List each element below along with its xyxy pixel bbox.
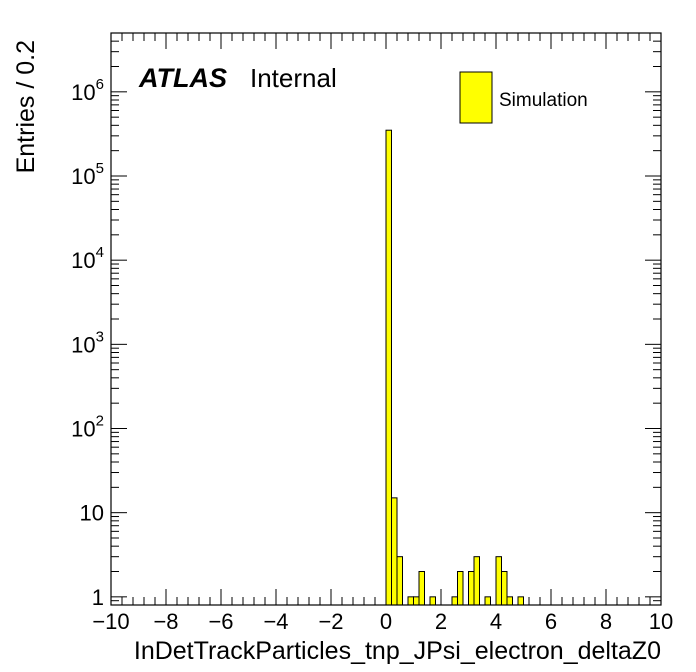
x-tick-label: −2	[318, 609, 343, 634]
histogram-bar	[418, 571, 425, 606]
histogram-bar	[429, 596, 436, 606]
y-axis-title: Entries / 0.2	[12, 40, 40, 173]
histogram-bar	[407, 596, 414, 606]
y-tick-labels: 1 10 102 103 104 105 106	[71, 76, 104, 610]
histogram-bar	[396, 556, 403, 606]
histogram-bar	[501, 571, 508, 606]
atlas-label: ATLAS	[138, 63, 227, 93]
legend-swatch	[459, 71, 493, 124]
legend: Simulation	[459, 71, 588, 124]
legend-entry-simulation: Simulation	[499, 90, 588, 111]
histogram-bar	[413, 596, 420, 606]
histogram-bar	[451, 596, 458, 606]
histogram-bar	[468, 571, 475, 606]
histogram-bar	[506, 596, 513, 606]
histogram-bar	[517, 596, 524, 606]
x-tick-label: −4	[263, 609, 288, 634]
x-axis-title: InDetTrackParticles_tnp_JPsi_electron_de…	[134, 637, 661, 665]
y-tick-label: 1	[92, 585, 104, 610]
x-tick-label: 2	[435, 609, 447, 634]
internal-label: Internal	[250, 63, 337, 93]
histogram-bar	[495, 556, 502, 606]
y-tick-label: 103	[71, 328, 104, 357]
x-tick-labels: −10 −8 −6 −4 −2 0 2 4 6 8 10	[92, 609, 673, 634]
histogram-bars	[385, 129, 524, 606]
histogram-bar	[385, 129, 392, 606]
x-tick-label: 6	[545, 609, 557, 634]
histogram-bar	[473, 556, 480, 606]
histogram-bar	[484, 596, 491, 606]
x-tick-label: 10	[649, 609, 673, 634]
x-tick-label: 4	[490, 609, 502, 634]
histogram-bar	[457, 571, 464, 606]
y-tick-label: 104	[71, 244, 104, 273]
y-tick-label: 106	[71, 76, 104, 105]
y-tick-label: 102	[71, 413, 104, 442]
x-tick-label: −8	[153, 609, 178, 634]
x-tick-label: −10	[92, 609, 129, 634]
x-tick-label: 0	[380, 609, 392, 634]
y-tick-label: 105	[71, 160, 104, 189]
histogram-bar	[391, 497, 398, 606]
x-tick-label: −6	[208, 609, 233, 634]
y-tick-label: 10	[80, 501, 104, 526]
axis-ticks	[110, 32, 662, 606]
x-tick-label: 8	[600, 609, 612, 634]
